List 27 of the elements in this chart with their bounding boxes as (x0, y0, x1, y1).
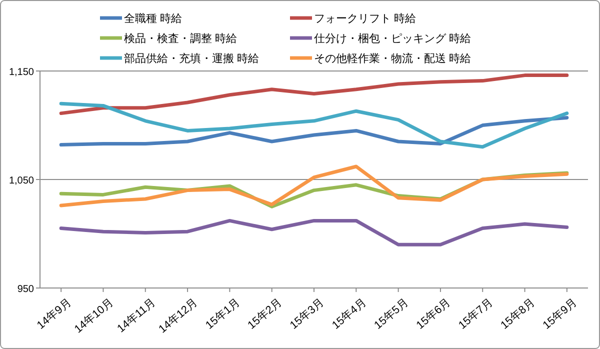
x-tick-label: 15年7月 (456, 296, 496, 332)
legend-label: 仕分け・梱包・ピッキング 時給 (314, 32, 472, 45)
line-series (59, 74, 569, 116)
y-tick-label: 1,050 (8, 176, 34, 186)
y-tick-label: 1,150 (8, 67, 34, 78)
x-tick-label: 15年6月 (414, 296, 454, 332)
x-tick-label: 14年11月 (115, 296, 158, 336)
line-series (59, 102, 569, 149)
x-tick-label: 15年3月 (288, 296, 327, 332)
x-tick-label: 14年10月 (72, 296, 116, 336)
legend-label: 部品供給・充填・運搬 時給 (124, 52, 260, 65)
x-tick-label: 15年8月 (498, 296, 538, 332)
line-series (59, 218, 569, 246)
x-tick-label: 15年5月 (372, 296, 411, 332)
y-tick-label: 950 (17, 284, 34, 295)
line-series (59, 116, 569, 147)
x-tick-label: 14年12月 (156, 296, 200, 336)
x-tick-label: 15年2月 (246, 296, 284, 332)
line-series (59, 164, 569, 208)
x-tick-label: 15年9月 (540, 296, 580, 332)
legend-label: フォークリフト 時給 (314, 12, 416, 25)
legend-label: 検品・検査・調整 時給 (124, 32, 238, 45)
x-tick-label: 15年4月 (330, 296, 369, 332)
legend-label: その他軽作業・物流・配送 時給 (314, 52, 472, 65)
x-tick-label: 14年9月 (35, 296, 74, 332)
legend-label: 全職種 時給 (124, 12, 182, 25)
x-tick-label: 15年1月 (204, 296, 242, 332)
